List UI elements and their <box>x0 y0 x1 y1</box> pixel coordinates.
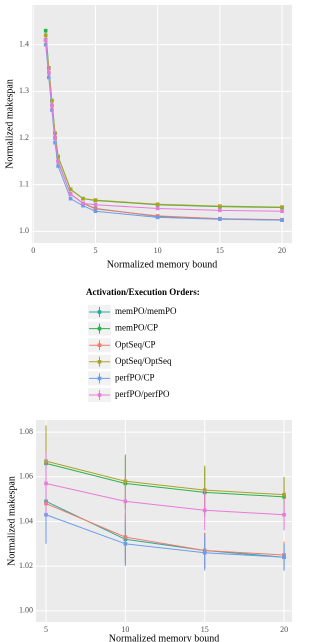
y-tick-label: 1.04 <box>19 516 33 525</box>
data-point <box>68 196 73 201</box>
data-point <box>81 201 85 206</box>
x-axis-title: Normalized memory bound <box>107 259 218 270</box>
y-tick-label: 1.3 <box>19 86 29 95</box>
data-point <box>218 204 222 208</box>
series-line <box>45 460 285 496</box>
data-point <box>93 209 98 214</box>
y-tick-label: 1.2 <box>19 133 29 142</box>
data-point <box>43 33 48 38</box>
data-point <box>68 187 73 192</box>
data-point <box>81 196 85 201</box>
legend-swatch <box>97 343 102 347</box>
data-point <box>280 209 284 214</box>
data-point <box>202 508 207 513</box>
y-tick-label: 1.0 <box>19 226 29 235</box>
data-point <box>202 488 207 492</box>
legend-swatch <box>97 360 102 364</box>
legend-label: perfPO/CP <box>115 372 155 382</box>
series-line <box>45 482 285 516</box>
data-point <box>218 208 222 213</box>
data-point <box>123 541 128 546</box>
data-point <box>202 550 207 555</box>
x-tick-label: 20 <box>278 246 286 255</box>
legend-label: OptSeq/OptSeq <box>115 356 172 366</box>
x-tick-label: 5 <box>44 625 48 634</box>
data-point <box>56 154 60 159</box>
data-point <box>56 164 60 168</box>
data-point <box>155 206 160 211</box>
data-point <box>43 38 48 42</box>
series-line <box>45 462 285 498</box>
data-point <box>53 140 57 145</box>
data-point <box>50 103 54 108</box>
data-point <box>44 481 48 486</box>
data-point <box>280 205 284 209</box>
data-point <box>68 192 73 196</box>
x-axis-title: Normalized memory bound <box>109 633 220 642</box>
data-point <box>282 492 286 497</box>
legend-label: memPO/memPO <box>115 306 177 316</box>
data-point <box>282 555 286 559</box>
data-point <box>93 202 98 207</box>
legend-label: memPO/CP <box>115 323 158 333</box>
data-point <box>282 512 286 517</box>
x-tick-label: 5 <box>93 246 97 255</box>
data-point <box>93 198 98 202</box>
y-tick-label: 1.02 <box>19 561 33 570</box>
series-line <box>45 503 285 556</box>
y-tick-label: 1.08 <box>19 427 33 436</box>
y-tick-label: 1.06 <box>19 472 33 481</box>
legend-swatch <box>97 376 102 381</box>
legend-swatch <box>97 393 102 397</box>
y-tick-label: 1.00 <box>19 606 33 615</box>
legend-label: OptSeq/CP <box>115 339 156 349</box>
y-axis-title: Normalized makespan <box>4 79 15 169</box>
x-tick-label: 10 <box>121 625 129 634</box>
x-tick-label: 15 <box>216 246 224 255</box>
data-point <box>123 499 128 504</box>
legend-swatch <box>97 326 102 331</box>
legend-label: perfPO/perfPO <box>115 389 170 399</box>
data-point <box>155 215 160 220</box>
data-point <box>43 28 48 33</box>
data-point <box>93 207 98 211</box>
y-tick-label: 1.4 <box>19 39 29 48</box>
legend-title: Activation/Execution Orders: <box>86 287 200 297</box>
data-point <box>81 203 85 208</box>
y-tick-label: 1.1 <box>19 179 29 188</box>
data-point <box>155 202 160 207</box>
data-point <box>56 159 60 164</box>
x-tick-label: 20 <box>280 625 288 634</box>
series-line <box>45 514 285 558</box>
data-point <box>53 136 57 140</box>
y-axis-title: Normalized makespan <box>6 476 17 566</box>
x-tick-label: 15 <box>201 625 209 634</box>
legend-swatch <box>97 310 102 314</box>
data-point <box>218 217 222 221</box>
figure: 1.0 1.1 1.2 1.3 1.4 0 5 10 15 20 Normalized memory… <box>4 5 292 642</box>
data-point <box>280 218 284 222</box>
data-point <box>46 70 51 75</box>
x-tick-label: 0 <box>31 246 35 255</box>
x-tick-label: 10 <box>154 246 162 255</box>
